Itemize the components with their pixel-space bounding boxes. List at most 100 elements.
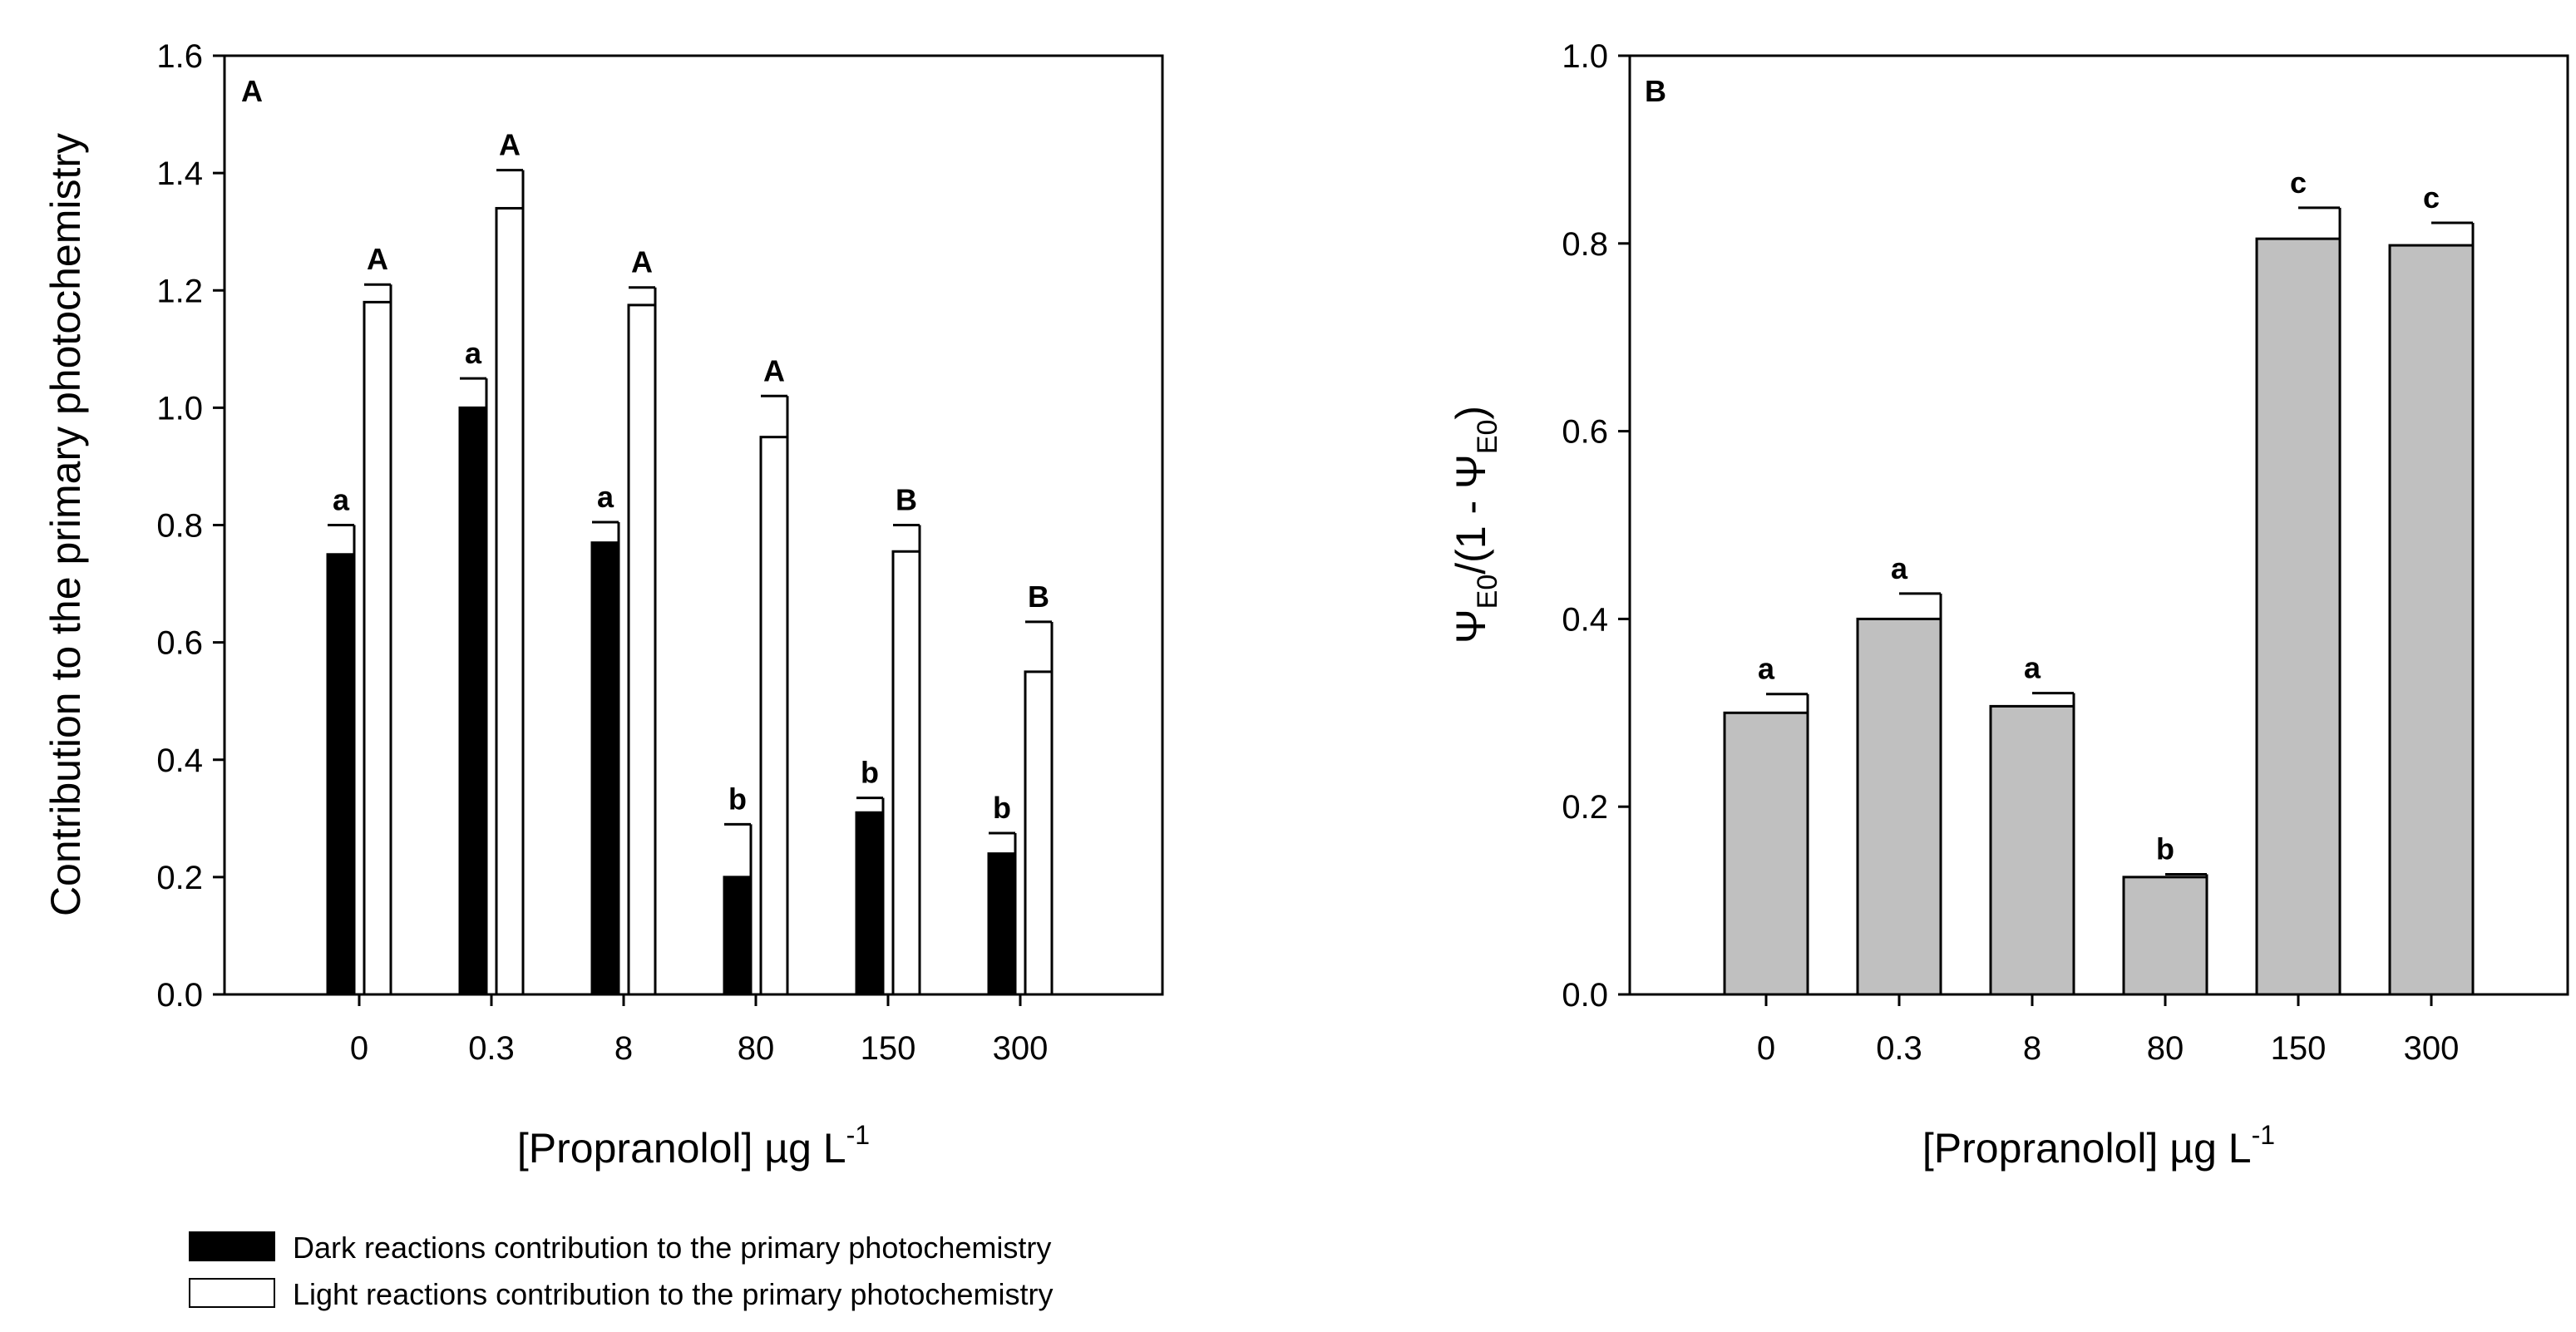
- b-y-tick-label: 0.0: [1562, 977, 1608, 1014]
- a-significance-label: a: [333, 483, 350, 517]
- b-bar-s0-1: [1856, 617, 1942, 996]
- legend-label-dark: Dark reactions contribution to the prima…: [293, 1231, 1051, 1265]
- a-y-tick-label: 0.6: [156, 625, 203, 662]
- a-significance-label: a: [465, 336, 482, 370]
- b-x-tick-label: 8: [2023, 1030, 2041, 1067]
- a-x-tick-label: 8: [614, 1030, 633, 1067]
- panel-b-y-axis-title: ΨE0/(1 - ΨE0): [1448, 406, 1503, 644]
- panel-a-y-axis: 0.0 0.2 0.4 0.6 0.8 1.0 1.2 1.4 1.6: [156, 38, 225, 1014]
- panel-a: a Aa Aa Ab Ab Bb B 0.0 0.2 0.4 0.6 0.8 1.0 1.2 1.4 1.6…: [42, 38, 1164, 1172]
- b-significance-label: c: [2290, 165, 2307, 200]
- b-significance-label: a: [2024, 651, 2041, 685]
- panel-a-label: A: [241, 74, 263, 108]
- panel-a-x-axis-title-prefix: [Propranolol]: [517, 1125, 764, 1172]
- a-y-tick-label: 1.2: [156, 273, 203, 309]
- a-bar-s0-3: [723, 876, 753, 996]
- panel-a-x-axis-title-mu: µ: [764, 1125, 788, 1172]
- b-bar-s0-2: [1989, 704, 2075, 996]
- a-x-tick-label: 0: [350, 1030, 368, 1067]
- a-bar-s0-4: [855, 811, 885, 996]
- a-x-tick-label: 80: [738, 1030, 775, 1067]
- panel-b-x-axis-title-unit: g L: [2194, 1125, 2252, 1172]
- panel-a-x-axis-title: [Propranolol] µg L-1: [517, 1120, 870, 1172]
- b-x-tick-label: 150: [2271, 1030, 2327, 1067]
- b-x-tick-label: 0: [1757, 1030, 1775, 1067]
- a-bar-s1-0: [363, 300, 392, 996]
- a-significance-label: A: [763, 353, 785, 387]
- a-significance-label: b: [861, 756, 879, 790]
- panel-b-label: B: [1645, 74, 1666, 108]
- b-x-tick-label: 0.3: [1876, 1030, 1922, 1067]
- b-significance-label: a: [1891, 551, 1908, 585]
- panel-b-y-sub-2: E0: [1472, 420, 1503, 455]
- a-significance-label: B: [896, 483, 917, 517]
- a-y-tick-label: 1.4: [156, 155, 203, 192]
- legend-label-light: Light reactions contribution to the prim…: [293, 1277, 1053, 1311]
- a-y-tick-label: 0.8: [156, 508, 203, 545]
- panel-a-x-axis-title-exponent: -1: [846, 1120, 870, 1150]
- a-x-tick-label: 0.3: [468, 1030, 515, 1067]
- a-significance-label: A: [499, 128, 521, 162]
- a-bar-s1-4: [891, 550, 921, 996]
- legend-swatch-light: [189, 1278, 275, 1308]
- a-significance-label: B: [1028, 580, 1049, 614]
- a-significance-label: b: [728, 782, 747, 816]
- panel-b-x-axis: 0 0.3 8 80 150 300: [1757, 994, 2460, 1067]
- a-bar-s1-5: [1024, 670, 1054, 996]
- panel-a-bars: [326, 206, 1054, 996]
- b-significance-label: a: [1758, 652, 1775, 686]
- a-significance-label: b: [993, 791, 1011, 825]
- a-y-tick-label: 0.4: [156, 742, 203, 779]
- a-significance-label: a: [597, 480, 614, 514]
- b-y-tick-label: 0.6: [1562, 414, 1608, 451]
- b-y-tick-label: 0.4: [1562, 601, 1608, 638]
- b-significance-label: b: [2156, 831, 2174, 866]
- legend-swatch-dark: [189, 1231, 275, 1261]
- panel-a-x-axis-title-unit: g L: [788, 1125, 846, 1172]
- panel-a-x-axis: 0 0.3 8 80 150 300: [350, 994, 1049, 1067]
- a-bar-s0-1: [458, 406, 488, 996]
- a-y-tick-label: 0.2: [156, 860, 203, 896]
- panel-b-y-axis: 0.0 0.2 0.4 0.6 0.8 1.0: [1562, 38, 1630, 1014]
- b-x-tick-label: 80: [2147, 1030, 2184, 1067]
- a-y-tick-label: 0.0: [156, 977, 203, 1014]
- b-bar-s0-4: [2255, 237, 2342, 996]
- a-bar-s0-0: [326, 553, 356, 996]
- panel-b-y-psi-2: Ψ: [1448, 454, 1494, 489]
- panel-b-bars: [1723, 237, 2475, 996]
- panel-b-error-bars: [1766, 206, 2475, 877]
- a-bar-s0-5: [987, 852, 1017, 996]
- a-significance-label: A: [631, 245, 653, 279]
- b-bar-s0-3: [2122, 876, 2208, 996]
- b-bar-s0-5: [2388, 244, 2475, 996]
- panel-b-significance-labels: a a a b c c: [1758, 165, 2440, 866]
- b-y-tick-label: 0.2: [1562, 789, 1608, 826]
- a-bar-s1-1: [495, 206, 525, 996]
- a-significance-label: A: [367, 242, 388, 276]
- a-x-tick-label: 300: [993, 1030, 1049, 1067]
- a-x-tick-label: 150: [861, 1030, 916, 1067]
- a-bar-s1-2: [627, 303, 657, 996]
- panel-b-y-close: ): [1448, 406, 1494, 420]
- a-bar-s1-3: [759, 436, 789, 996]
- panel-a-error-bars: [328, 169, 1054, 877]
- legend: Dark reactions contribution to the prima…: [189, 1231, 1053, 1311]
- panel-b-x-axis-title-prefix: [Propranolol]: [1922, 1125, 2169, 1172]
- b-significance-label: c: [2423, 180, 2440, 215]
- a-y-tick-label: 1.6: [156, 38, 203, 75]
- panel-b-plot-frame: [1628, 54, 2569, 996]
- panel-b-y-psi: Ψ: [1448, 609, 1494, 644]
- panel-a-significance-labels: a Aa Aa Ab Ab Bb B: [333, 128, 1049, 825]
- b-y-tick-label: 0.8: [1562, 226, 1608, 263]
- panel-b-x-axis-title-exponent: -1: [2252, 1120, 2275, 1150]
- b-y-tick-label: 1.0: [1562, 38, 1608, 75]
- a-bar-s0-2: [590, 541, 620, 996]
- a-y-tick-label: 1.0: [156, 390, 203, 427]
- panel-b-x-axis-title-mu: µ: [2169, 1125, 2194, 1172]
- b-x-tick-label: 300: [2404, 1030, 2460, 1067]
- panel-a-y-axis-title: Contribution to the primary photochemist…: [42, 133, 89, 916]
- panel-b-x-axis-title: [Propranolol] µg L-1: [1922, 1120, 2275, 1172]
- panel-b-y-sub: E0: [1472, 575, 1503, 609]
